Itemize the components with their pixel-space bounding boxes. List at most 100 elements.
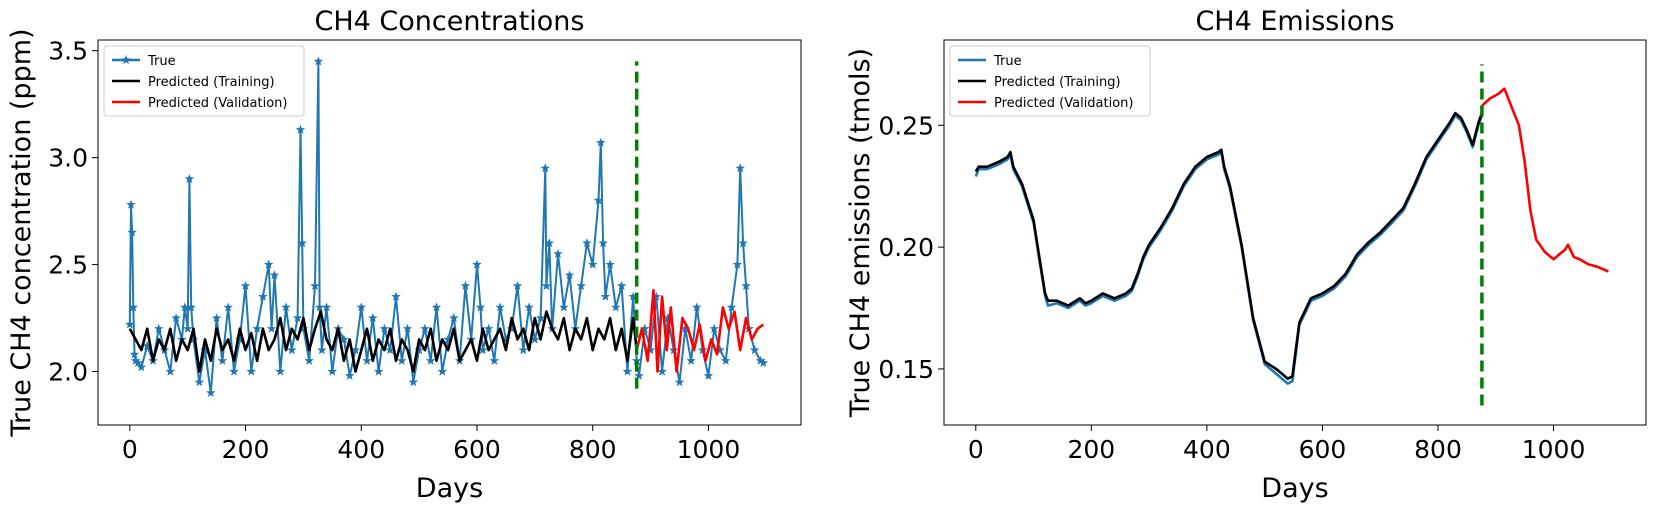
data-point [313, 56, 324, 66]
data-point [524, 302, 534, 312]
data-point [544, 238, 555, 248]
data-point [266, 323, 277, 333]
x-tick-label: 0 [968, 435, 984, 464]
legend-label: Predicted (Validation) [994, 96, 1134, 111]
y-tick-label: 0.20 [878, 233, 934, 262]
data-point [310, 281, 320, 290]
data-point [449, 313, 459, 323]
data-point [680, 323, 690, 333]
data-point [598, 238, 608, 248]
data-point [269, 270, 280, 280]
data-point [287, 345, 297, 355]
y-tick-label: 2.0 [48, 358, 88, 387]
y-tick-label: 0.15 [878, 355, 934, 384]
plot-frame [943, 39, 1647, 426]
data-point [317, 345, 327, 355]
data-point [133, 358, 143, 367]
data-point [506, 323, 517, 333]
x-tick-label: 600 [1299, 435, 1347, 464]
data-point [755, 355, 766, 365]
data-point [726, 302, 737, 312]
x-tick-label: 1000 [1522, 435, 1586, 464]
data-point [640, 323, 650, 333]
data-point [414, 345, 424, 355]
y-axis-label: True CH4 concentration (ppm) [6, 28, 37, 437]
chart-title: CH4 Emissions [1195, 6, 1394, 37]
data-point [379, 323, 390, 333]
data-point [651, 291, 662, 301]
data-point [292, 313, 303, 323]
data-point [616, 281, 627, 290]
data-point [362, 355, 372, 365]
data-point [339, 334, 349, 344]
data-point [408, 377, 419, 387]
data-point [275, 366, 285, 376]
y-tick-label: 2.5 [48, 251, 88, 280]
data-point [559, 302, 569, 312]
data-point [128, 302, 138, 312]
data-point [738, 238, 748, 248]
data-point [645, 345, 656, 355]
data-point [385, 345, 395, 355]
data-point [188, 334, 199, 344]
data-point [564, 270, 575, 280]
data-point [130, 355, 141, 365]
data-point [600, 291, 611, 301]
data-point [518, 345, 528, 355]
legend: True Predicted (Training) Predicted (Valid… [103, 45, 305, 117]
data-point [622, 366, 633, 376]
data-point [136, 362, 147, 372]
x-axis-label: Days [416, 473, 483, 504]
data-point [611, 302, 621, 312]
data-point [200, 345, 210, 355]
data-point [692, 302, 702, 312]
data-point [246, 366, 257, 376]
x-tick-label: 200 [1067, 435, 1115, 464]
data-point [263, 259, 274, 269]
chart-title: CH4 Concentrations [315, 6, 585, 37]
legend-label: True [147, 54, 176, 69]
data-point [703, 370, 714, 380]
data-point [171, 313, 181, 323]
y-axis-label: True CH4 emissions (tmols) [845, 48, 876, 418]
data-point [281, 302, 291, 312]
x-tick-label: 1000 [677, 435, 741, 464]
data-point [541, 281, 552, 290]
data-point [674, 377, 685, 387]
data-point [437, 366, 447, 376]
data-point [721, 355, 731, 365]
series-line-predicted-training [128, 310, 638, 373]
series-line-predicted-validation [1481, 87, 1609, 273]
data-point [596, 137, 606, 147]
data-point [634, 370, 644, 380]
data-point [663, 313, 673, 323]
data-point [126, 199, 136, 209]
data-point [350, 345, 361, 355]
data-point [373, 366, 384, 376]
data-point [489, 355, 500, 365]
data-point [576, 281, 586, 290]
data-point [344, 370, 355, 380]
data-point [425, 355, 436, 365]
data-point [495, 302, 505, 312]
data-point [582, 238, 592, 248]
data-point [127, 227, 137, 237]
legend-label: Predicted (Training) [148, 75, 275, 90]
data-point [129, 349, 140, 359]
data-point [327, 366, 338, 376]
data-point [686, 355, 696, 365]
legend: True Predicted (Training) Predicted (Valid… [949, 45, 1151, 117]
data-point [501, 334, 511, 344]
data-point [631, 355, 642, 365]
data-point [194, 377, 204, 387]
x-tick-label: 800 [1414, 435, 1462, 464]
data-point [605, 259, 615, 269]
data-point [142, 340, 152, 350]
data-point [165, 366, 176, 376]
data-point [657, 366, 667, 376]
data-point [211, 313, 222, 323]
data-point [750, 345, 760, 355]
data-point [402, 323, 413, 333]
data-point [240, 281, 251, 290]
